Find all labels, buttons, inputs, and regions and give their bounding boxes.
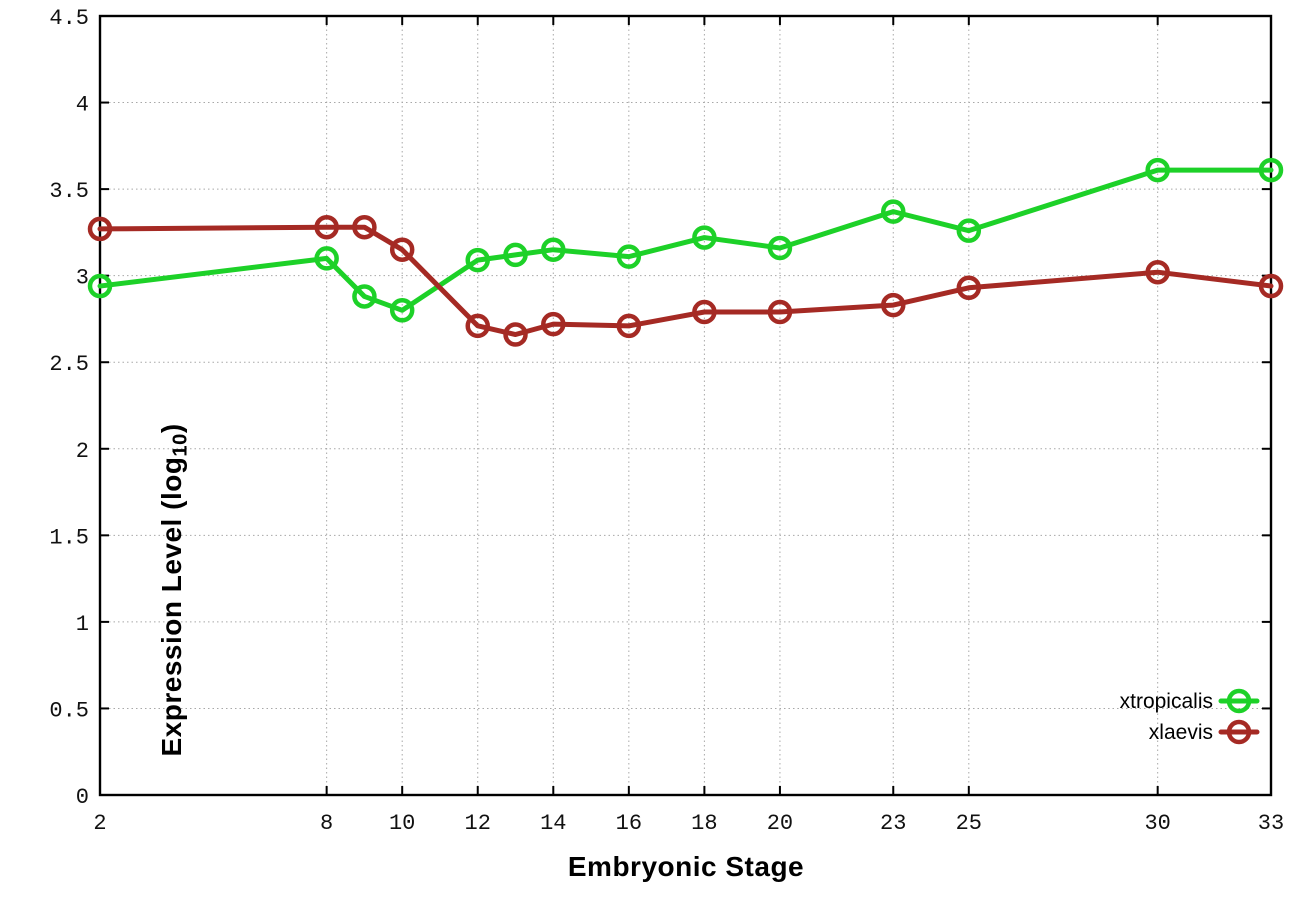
series-line-xtropicalis — [97, 167, 1274, 313]
data-point-xtropicalis — [956, 218, 982, 243]
x-tick-label: 33 — [1258, 811, 1284, 836]
data-point-xlaevis — [465, 313, 490, 339]
x-tick-label: 20 — [767, 811, 793, 836]
data-point-xlaevis — [1145, 259, 1170, 285]
data-point-xlaevis — [503, 322, 528, 347]
data-point-xtropicalis — [881, 199, 906, 224]
y-axis-title-text: Expression Level (log — [155, 456, 187, 757]
x-tick-label: 2 — [93, 811, 106, 836]
y-tick-label: 4 — [76, 93, 89, 118]
data-point-xlaevis — [616, 313, 642, 339]
data-point-xlaevis — [692, 299, 717, 325]
y-tick-label: 0.5 — [49, 698, 89, 723]
series-line-xlaevis — [97, 224, 1274, 338]
data-point-xlaevis — [881, 292, 906, 318]
data-point-xlaevis — [1258, 273, 1284, 299]
y-axis-title-close: ) — [155, 423, 187, 434]
data-point-xtropicalis — [1145, 157, 1170, 183]
y-tick-label: 4.5 — [49, 6, 89, 31]
y-axis-title: Expression Level (log10) — [156, 423, 193, 756]
data-point-xtropicalis — [503, 242, 528, 268]
y-tick-label: 1.5 — [49, 525, 89, 550]
x-tick-label: 8 — [320, 811, 333, 836]
data-point-xlaevis — [767, 299, 793, 325]
data-point-xtropicalis — [352, 284, 377, 309]
data-point-xtropicalis — [692, 225, 717, 250]
x-tick-label: 12 — [465, 811, 491, 836]
x-tick-label: 30 — [1144, 811, 1170, 836]
data-point-xtropicalis — [465, 247, 490, 273]
y-tick-label: 0 — [76, 785, 89, 810]
data-point-xlaevis — [389, 237, 415, 262]
data-point-xtropicalis — [616, 244, 642, 269]
legend-label-xlaevis: xlaevis — [1149, 721, 1213, 744]
data-point-xtropicalis — [87, 273, 113, 299]
x-tick-label: 14 — [540, 811, 566, 836]
x-axis-title: Embryonic Stage — [567, 851, 805, 882]
x-tick-label: 25 — [956, 811, 982, 836]
x-tick-label: 10 — [389, 811, 415, 836]
plot-border — [98, 14, 1273, 797]
legend-label-xtropicalis: xtropicalis — [1120, 690, 1213, 713]
data-point-xlaevis — [541, 311, 566, 337]
legend-marker-xlaevis — [1226, 719, 1252, 745]
y-tick-label: 1 — [76, 612, 89, 637]
y-axis-title-subscript: 10 — [169, 433, 192, 457]
data-point-xlaevis — [314, 214, 339, 240]
y-tick-label: 2.5 — [49, 352, 89, 377]
data-point-xtropicalis — [541, 237, 566, 262]
y-tick-label: 2 — [76, 439, 89, 464]
data-point-xlaevis — [87, 216, 113, 242]
data-point-xtropicalis — [389, 298, 415, 323]
x-tick-label: 23 — [880, 811, 906, 836]
data-point-xtropicalis — [767, 235, 793, 261]
data-point-xtropicalis — [314, 246, 339, 271]
x-tick-label: 18 — [691, 811, 717, 836]
y-tick-label: 3.5 — [49, 179, 89, 204]
x-tick-label: 16 — [616, 811, 642, 836]
data-point-xlaevis — [956, 275, 982, 301]
y-tick-label: 3 — [76, 266, 89, 291]
data-point-xtropicalis — [1258, 157, 1284, 183]
legend-marker-xtropicalis — [1226, 688, 1252, 714]
data-point-xlaevis — [352, 214, 377, 240]
